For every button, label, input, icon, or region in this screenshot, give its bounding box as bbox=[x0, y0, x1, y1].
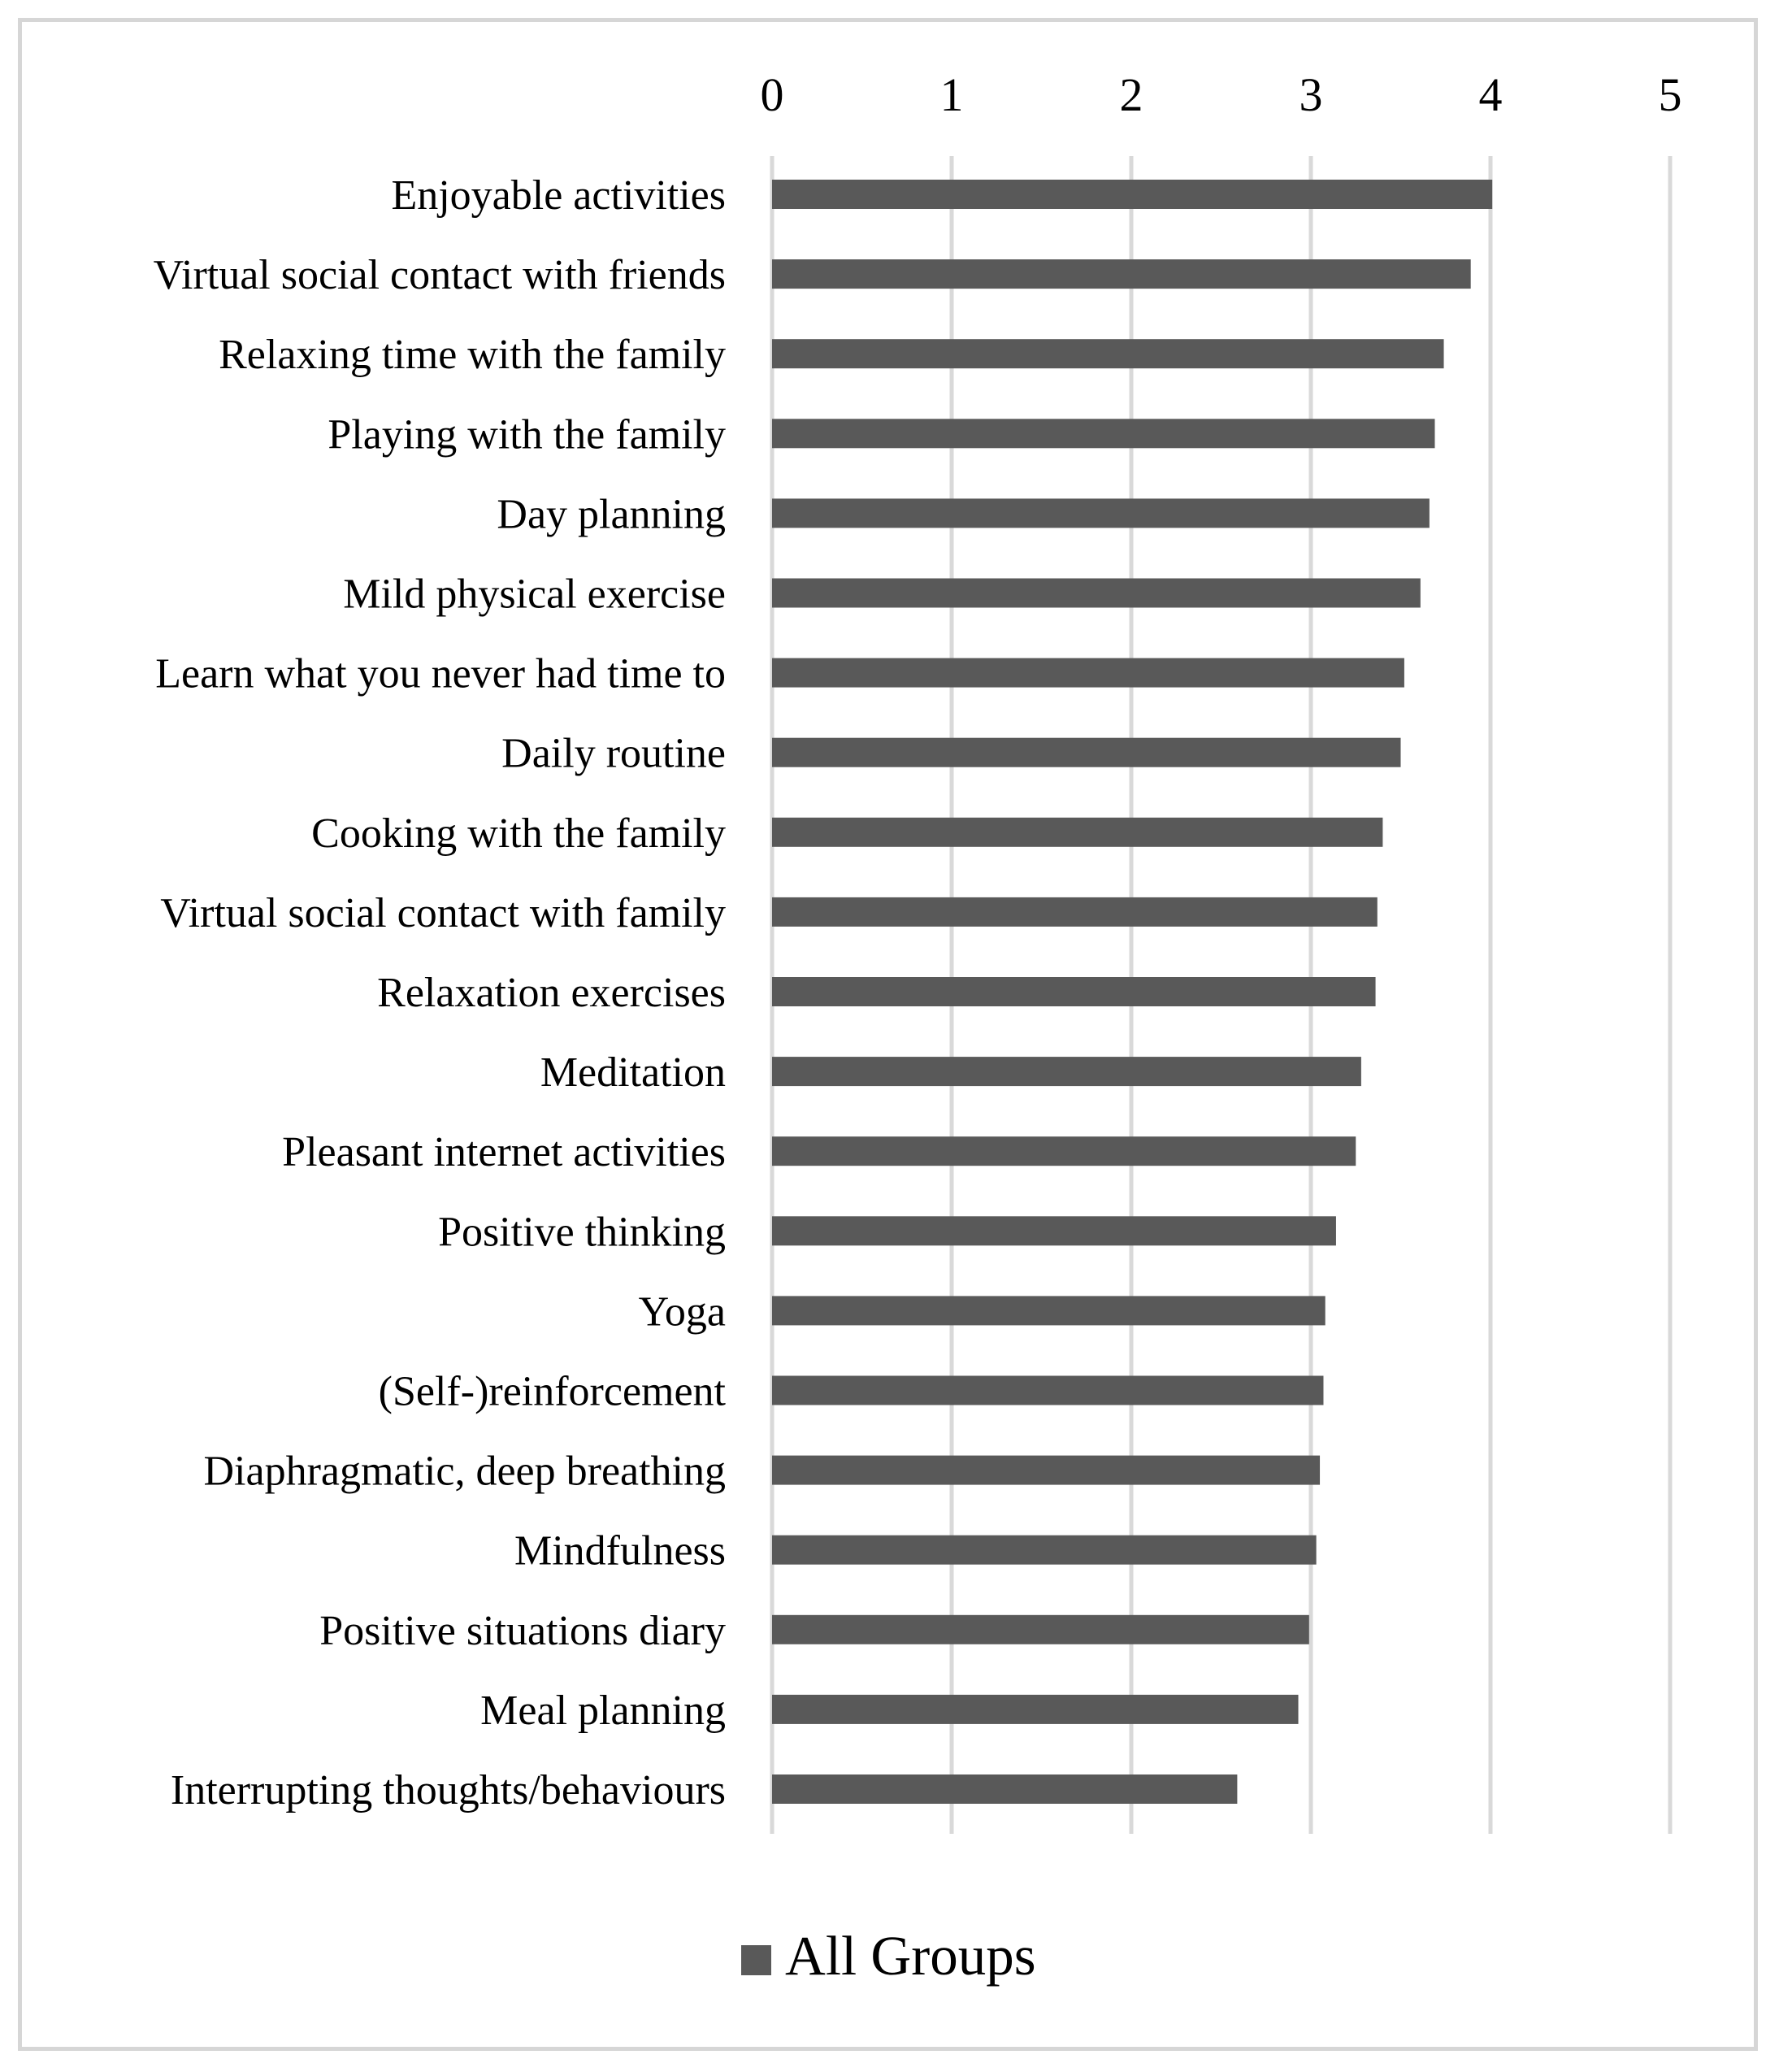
legend: All Groups bbox=[741, 1925, 1036, 1987]
bar bbox=[772, 1375, 1324, 1405]
bar bbox=[772, 737, 1401, 767]
x-tick-label: 2 bbox=[1120, 68, 1143, 121]
category-label: Meal planning bbox=[480, 1688, 726, 1734]
bar bbox=[772, 658, 1404, 688]
bar bbox=[772, 1694, 1299, 1724]
bar bbox=[772, 897, 1378, 927]
category-label: Enjoyable activities bbox=[391, 172, 726, 219]
category-label: Relaxation exercises bbox=[377, 970, 726, 1016]
category-label: Cooking with the family bbox=[311, 810, 726, 857]
bar bbox=[772, 180, 1493, 209]
category-label: Pleasant internet activities bbox=[282, 1129, 726, 1175]
x-tick-label: 5 bbox=[1659, 68, 1682, 121]
bar bbox=[772, 578, 1421, 608]
category-label: Diaphragmatic, deep breathing bbox=[203, 1449, 726, 1495]
category-label: Playing with the family bbox=[328, 411, 726, 458]
y-axis-labels: Enjoyable activities Virtual social conta… bbox=[154, 172, 727, 1814]
category-label: Positive situations diary bbox=[319, 1608, 726, 1654]
bar bbox=[772, 498, 1430, 528]
category-label: Positive thinking bbox=[438, 1209, 726, 1255]
category-label: Yoga bbox=[639, 1288, 726, 1335]
bar bbox=[772, 977, 1376, 1006]
x-axis-ticks: 0 1 2 3 4 5 bbox=[761, 68, 1682, 121]
category-label: Interrupting thoughts/behaviours bbox=[171, 1767, 726, 1814]
x-tick-label: 4 bbox=[1479, 68, 1503, 121]
bar bbox=[772, 1216, 1336, 1246]
x-tick-label: 1 bbox=[940, 68, 964, 121]
category-label: Meditation bbox=[540, 1049, 726, 1096]
category-label: Virtual social contact with family bbox=[160, 890, 726, 936]
bar bbox=[772, 1296, 1326, 1326]
bar bbox=[772, 1057, 1361, 1087]
category-label: Daily routine bbox=[501, 731, 726, 777]
category-label: Mild physical exercise bbox=[343, 571, 726, 618]
category-label: Learn what you never had time to bbox=[155, 651, 726, 697]
bar bbox=[772, 259, 1471, 289]
bar bbox=[772, 1774, 1238, 1804]
bar bbox=[772, 419, 1435, 449]
x-tick-label: 3 bbox=[1300, 68, 1323, 121]
x-tick-label: 0 bbox=[761, 68, 784, 121]
legend-swatch bbox=[741, 1945, 771, 1975]
bar bbox=[772, 817, 1383, 847]
bar bbox=[772, 339, 1444, 369]
category-label: Mindfulness bbox=[514, 1528, 726, 1575]
legend-label: All Groups bbox=[785, 1925, 1036, 1987]
bar bbox=[772, 1535, 1317, 1565]
category-label: Virtual social contact with friends bbox=[154, 252, 726, 298]
category-label: Day planning bbox=[497, 491, 726, 537]
bar bbox=[772, 1455, 1321, 1485]
bar bbox=[772, 1136, 1356, 1166]
bar bbox=[772, 1614, 1309, 1644]
category-label: Relaxing time with the family bbox=[219, 332, 726, 378]
category-label: (Self-)reinforcement bbox=[379, 1369, 727, 1415]
bars bbox=[772, 180, 1493, 1804]
